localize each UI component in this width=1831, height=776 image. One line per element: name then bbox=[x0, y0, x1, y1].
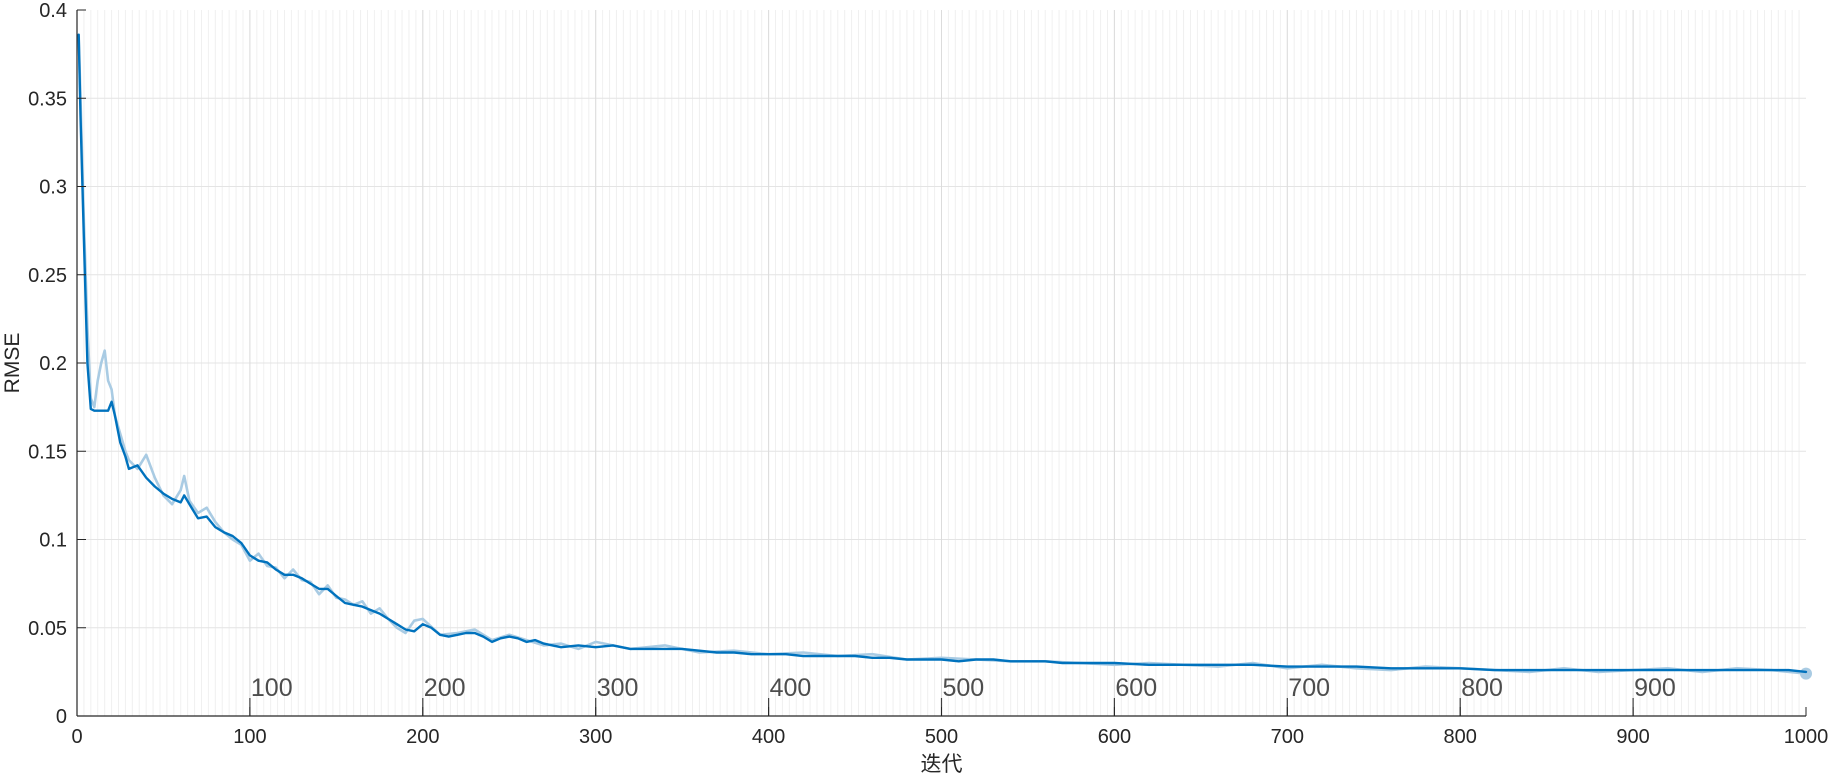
epoch-marker-label: 800 bbox=[1461, 674, 1503, 702]
epoch-marker-label: 400 bbox=[770, 674, 812, 702]
x-tick-label: 900 bbox=[1616, 726, 1649, 748]
y-tick-label: 0.25 bbox=[28, 265, 67, 287]
y-tick-label: 0.05 bbox=[28, 618, 67, 640]
epoch-marker-label: 200 bbox=[424, 674, 466, 702]
tick-labels: 0 100 200 300 400 500 600 700 800 900 1000 0 0.05 0.1… bbox=[28, 0, 1828, 748]
x-tick-label: 800 bbox=[1444, 726, 1477, 748]
series-layer bbox=[77, 33, 1812, 680]
major-grid bbox=[77, 10, 1806, 716]
epoch-marker-label: 300 bbox=[597, 674, 639, 702]
epoch-marker-label: 500 bbox=[943, 674, 985, 702]
y-axis-title: RMSE bbox=[1, 333, 24, 394]
x-tick-label: 600 bbox=[1098, 726, 1131, 748]
x-tick-label: 1000 bbox=[1784, 726, 1829, 748]
y-tick-label: 0.35 bbox=[28, 88, 67, 110]
epoch-marker-label: 900 bbox=[1634, 674, 1676, 702]
epoch-marker-label: 100 bbox=[251, 674, 293, 702]
x-tick-label: 100 bbox=[233, 726, 266, 748]
plot-area: 100 200 300 400 500 600 700 800 900 0 100 200 300 40… bbox=[28, 0, 1828, 748]
x-tick-label: 0 bbox=[71, 726, 82, 748]
y-tick-label: 0 bbox=[56, 706, 67, 728]
smoothed-rmse-line bbox=[77, 33, 1808, 674]
epoch-marker-label: 700 bbox=[1288, 674, 1330, 702]
x-tick-label: 400 bbox=[752, 726, 785, 748]
x-tick-label: 300 bbox=[579, 726, 612, 748]
x-axis-title: 迭代 bbox=[921, 753, 963, 776]
x-tick-label: 700 bbox=[1271, 726, 1304, 748]
y-tick-label: 0.3 bbox=[39, 177, 67, 199]
x-tick-label: 200 bbox=[406, 726, 439, 748]
final-point-marker bbox=[1800, 667, 1812, 680]
y-tick-label: 0.1 bbox=[39, 530, 67, 552]
y-tick-label: 0.4 bbox=[39, 0, 67, 22]
y-tick-label: 0.2 bbox=[39, 353, 67, 375]
axes bbox=[76, 9, 1807, 717]
x-tick-label: 500 bbox=[925, 726, 958, 748]
y-tick-label: 0.15 bbox=[28, 441, 67, 463]
epoch-marker-label: 600 bbox=[1115, 674, 1157, 702]
